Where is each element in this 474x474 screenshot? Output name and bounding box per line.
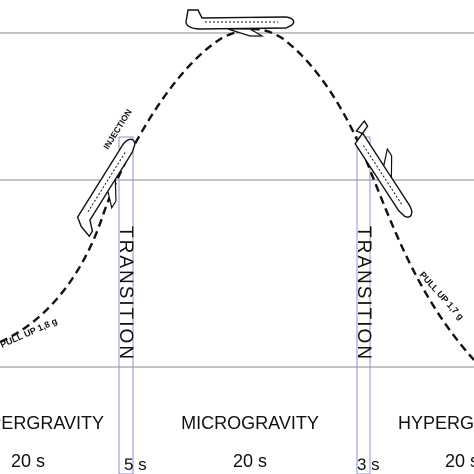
- duration-hyper-right: 20 s: [445, 451, 474, 471]
- transition-right-label: TRANSITION: [353, 226, 374, 361]
- duration-hyper-left: 20 s: [11, 451, 45, 471]
- duration-transition-right: 3 s: [357, 455, 380, 474]
- pull-up-left-label: PULL UP 1,8 g: [0, 316, 59, 350]
- phase-hypergravity-right: HYPERGRAVITY: [398, 413, 474, 433]
- transition-box-left: [118, 136, 134, 474]
- phase-microgravity: MICROGRAVITY: [181, 413, 319, 433]
- phase-hypergravity-left: HYPERGRAVITY: [0, 413, 104, 433]
- aircraft-climb-icon: [76, 138, 136, 238]
- aircraft-descent-icon: [354, 119, 413, 218]
- flight-trajectory: [0, 27, 474, 361]
- transition-left-label: TRANSITION: [115, 226, 136, 361]
- duration-transition-left: 5 s: [124, 455, 147, 474]
- aircraft-top-icon: [185, 9, 295, 37]
- pull-up-right-label: PULL UP 1,7 g: [418, 270, 466, 322]
- duration-micro: 20 s: [233, 451, 267, 471]
